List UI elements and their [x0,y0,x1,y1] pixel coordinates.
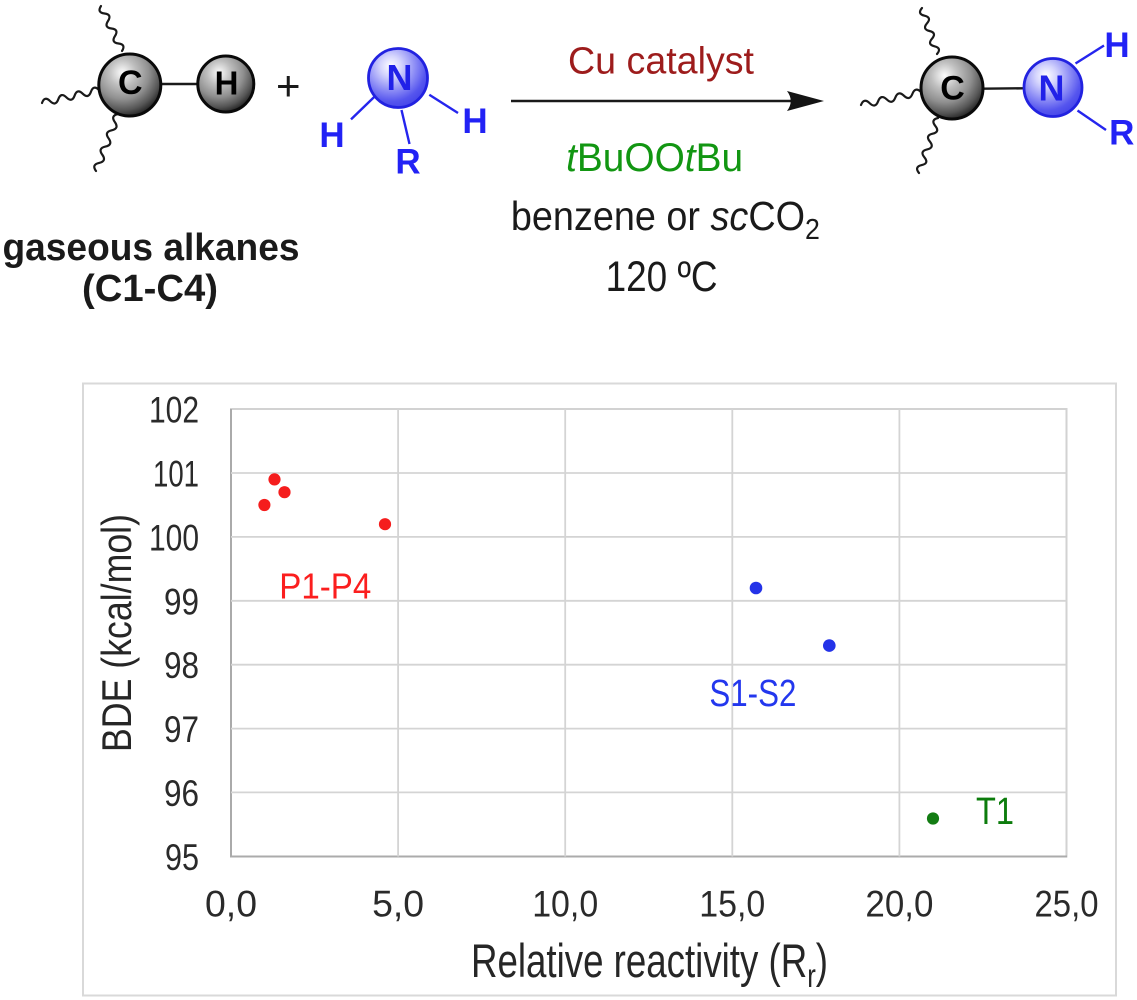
svg-text:99: 99 [164,581,199,622]
svg-text:Cu catalyst: Cu catalyst [568,41,754,83]
svg-text:10,0: 10,0 [532,884,598,925]
svg-text:102: 102 [149,390,199,431]
svg-text:100: 100 [149,517,199,558]
svg-text:+: + [276,62,301,109]
svg-text:R: R [1109,113,1134,152]
svg-text:120 ºC: 120 ºC [606,253,718,301]
svg-text:H: H [319,116,344,155]
svg-text:(C1-C4): (C1-C4) [82,268,218,310]
svg-text:0,0: 0,0 [205,884,257,925]
svg-text:benzene or scCO2: benzene or scCO2 [511,193,820,246]
svg-text:15,0: 15,0 [699,884,765,925]
svg-text:H: H [462,102,487,141]
svg-text:P1-P4: P1-P4 [279,565,371,606]
svg-text:20,0: 20,0 [865,884,933,925]
svg-text:Relative reactivity (Rr): Relative reactivity (Rr) [471,934,828,994]
svg-text:R: R [395,142,420,181]
svg-text:C: C [118,64,143,102]
svg-text:96: 96 [164,773,199,814]
svg-text:5,0: 5,0 [372,884,424,925]
svg-text:BDE (kcal/mol): BDE (kcal/mol) [93,514,140,752]
svg-text:gaseous alkanes: gaseous alkanes [3,227,300,269]
svg-text:98: 98 [164,645,199,686]
svg-text:25,0: 25,0 [1035,884,1099,925]
svg-text:95: 95 [165,837,199,878]
svg-text:101: 101 [153,454,199,495]
svg-text:S1-S2: S1-S2 [709,673,796,715]
svg-text:N: N [1039,68,1065,109]
svg-text:H: H [1104,26,1129,65]
svg-text:tBuOOtBu: tBuOOtBu [566,136,743,180]
svg-text:H: H [215,65,239,102]
svg-text:T1: T1 [976,791,1014,833]
svg-text:C: C [940,70,965,108]
svg-text:97: 97 [164,709,199,750]
svg-text:N: N [387,57,413,98]
